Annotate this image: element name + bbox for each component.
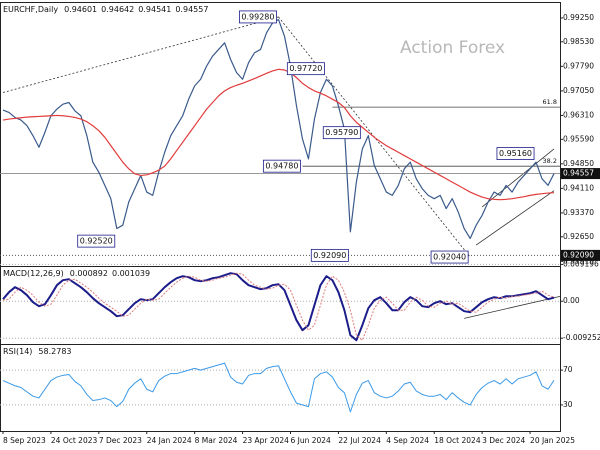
annotation-box xyxy=(310,248,349,262)
y-tick-label: 70 xyxy=(563,365,573,374)
y-tick-label: 0.97050 xyxy=(563,86,594,95)
annotation-box xyxy=(239,10,277,24)
x-tick-label: 24 Oct 2023 xyxy=(51,436,98,445)
x-tick-label: 20 Jan 2025 xyxy=(530,436,575,445)
y-tick-label: 0.95590 xyxy=(563,134,594,143)
annotation-label: 0.97720 xyxy=(289,64,322,73)
header-value: 0.000892 xyxy=(70,269,108,278)
axis-price-box xyxy=(561,168,600,180)
y-tick-label: 0.97790 xyxy=(563,61,594,70)
price-annotation: 0.92040 xyxy=(430,250,469,264)
series-line xyxy=(2,272,555,342)
x-tick-label: 7 Dec 2023 xyxy=(99,436,142,445)
annotation-box xyxy=(496,147,535,160)
axis-price-box xyxy=(561,249,600,261)
level-label: 61.8 xyxy=(543,98,557,106)
x-tick-label: 8 Sep 2023 xyxy=(3,436,46,445)
annotation-box xyxy=(430,250,469,264)
trend-line xyxy=(475,190,555,246)
header-title: EURCHF,Daily xyxy=(3,5,58,14)
x-tick-label: 18 Oct 2024 xyxy=(434,436,481,445)
y-tick-label: 0.99250 xyxy=(563,13,594,22)
panel-frame xyxy=(0,344,561,432)
annotation-label: 0.92040 xyxy=(433,253,466,262)
price-annotation: 0.95160 xyxy=(496,147,535,160)
annotation-label: 0.99280 xyxy=(241,12,274,21)
y-tick-label: 0.93370 xyxy=(563,208,594,217)
annotation-box xyxy=(262,159,301,173)
annotation-label: 0.94780 xyxy=(265,162,298,171)
level-label: 38.2 xyxy=(543,157,557,165)
annotation-label: 0.95790 xyxy=(325,128,358,137)
header-value: 0.94557 xyxy=(175,5,208,14)
annotation-box xyxy=(77,234,116,248)
x-tick-label: 6 Jun 2024 xyxy=(290,436,331,445)
x-tick-label: 8 Mar 2024 xyxy=(195,436,238,445)
series-line xyxy=(2,68,555,201)
axis-price-label: 0.92090 xyxy=(563,250,594,259)
series-line xyxy=(2,18,555,240)
header-value: 0.94541 xyxy=(138,5,171,14)
watermark: Action Forex xyxy=(400,38,505,58)
y-tick-label: 0.94110 xyxy=(563,183,594,192)
axis-price-label: 0.94557 xyxy=(563,169,594,178)
header-value: 58.2783 xyxy=(38,347,71,356)
panel-header: RSI(14) 58.2783 xyxy=(3,347,72,356)
header-title: RSI(14) xyxy=(3,347,32,356)
price-annotation: 0.92090 xyxy=(310,248,349,262)
price-annotation: 0.99280 xyxy=(239,10,277,24)
header-value: 0.94642 xyxy=(101,5,134,14)
x-tick-label: 23 Apr 2024 xyxy=(243,436,290,445)
y-tick-label: 0.00 xyxy=(563,296,580,305)
x-tick-label: 22 Jul 2024 xyxy=(338,436,381,445)
annotation-label: 0.95160 xyxy=(499,149,532,158)
header-value: 0.001039 xyxy=(112,269,150,278)
price-annotation: 0.95790 xyxy=(322,126,361,140)
panel-header: MACD(12,26,9) 0.000892 0.001039 xyxy=(3,269,150,278)
annotation-label: 0.92520 xyxy=(80,237,113,246)
price-annotation: 0.92520 xyxy=(77,234,116,248)
trend-line xyxy=(481,148,555,208)
header-title: MACD(12,26,9) xyxy=(3,269,64,278)
annotation-box xyxy=(322,126,361,140)
x-tick-label: 3 Dec 2024 xyxy=(482,436,525,445)
trend-line xyxy=(464,296,561,319)
y-tick-label: 0.009196 xyxy=(563,259,599,268)
panel-header: EURCHF,Daily 0.94601 0.94642 0.94541 0.94557 xyxy=(3,5,208,14)
y-tick-label: 0.92650 xyxy=(563,232,594,241)
header-value: 0.94601 xyxy=(64,5,97,14)
annotation-label: 0.92090 xyxy=(313,251,346,260)
annotation-box xyxy=(286,62,325,76)
series-line xyxy=(2,362,555,413)
price-annotation: 0.97720 xyxy=(286,62,325,76)
y-tick-label: -0.009252 xyxy=(563,333,600,342)
price-annotation: 0.94780 xyxy=(262,159,301,173)
y-tick-label: 30 xyxy=(563,400,573,409)
y-tick-label: 0.94850 xyxy=(563,159,594,168)
x-tick-label: 24 Jan 2024 xyxy=(147,436,192,445)
x-tick-label: 4 Sep 2024 xyxy=(386,436,429,445)
y-tick-label: 0.98530 xyxy=(563,37,594,46)
y-tick-label: 0.96310 xyxy=(563,110,594,119)
series-line xyxy=(2,272,555,341)
